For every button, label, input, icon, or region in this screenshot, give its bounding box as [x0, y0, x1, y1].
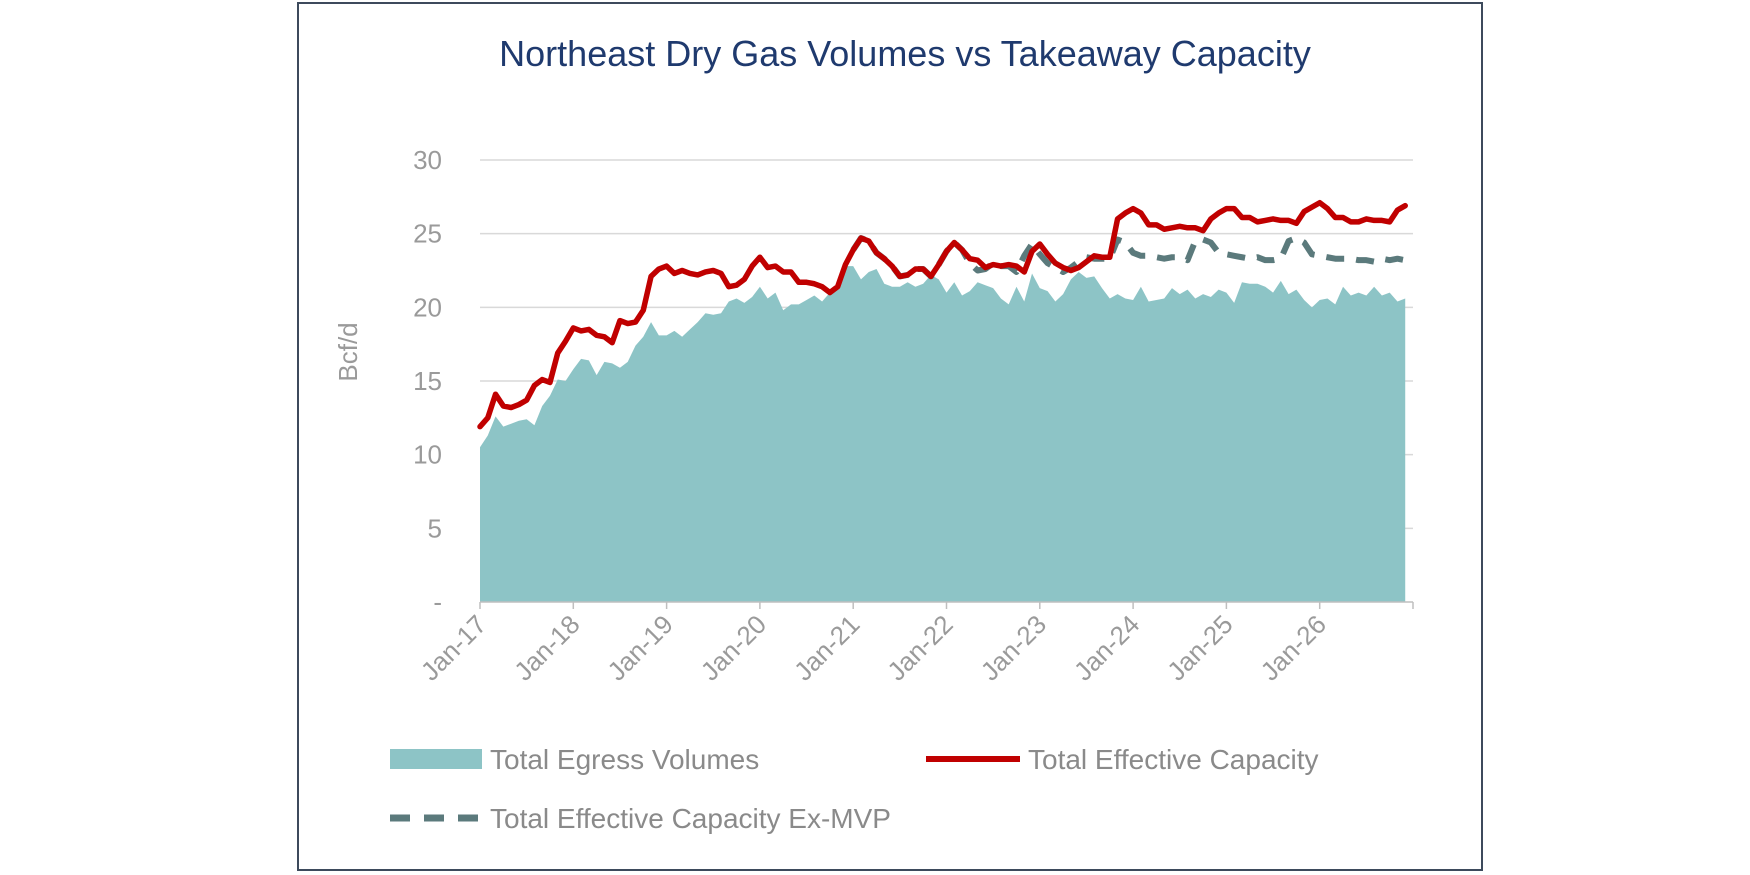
plot-area [477, 199, 1408, 602]
y-tick-label: 30 [413, 145, 442, 175]
x-axis: Jan-17 Jan-18 Jan-19 Jan-20 Jan-21 Jan-22 Jan-… [415, 601, 1414, 686]
x-tick-label: Jan-22 [881, 609, 958, 686]
x-tick-label: Jan-18 [508, 609, 585, 686]
legend-label-volumes: Total Egress Volumes [490, 744, 759, 775]
y-tick-label: 25 [413, 219, 442, 249]
legend-label-ex-mvp: Total Effective Capacity Ex-MVP [490, 803, 891, 834]
legend-label-capacity: Total Effective Capacity [1028, 744, 1319, 775]
legend-swatch-volumes [390, 749, 482, 769]
x-tick-label: Jan-25 [1161, 609, 1238, 686]
y-tick-label: - [433, 587, 442, 617]
y-axis-ticks: - 5 10 15 20 25 30 [413, 145, 442, 617]
series-area-total-egress-volumes [480, 266, 1406, 602]
y-tick-label: 10 [413, 440, 442, 470]
x-tick-label: Jan-17 [415, 609, 492, 686]
x-tick-label: Jan-21 [788, 609, 865, 686]
x-tick-label: Jan-20 [695, 609, 772, 686]
x-tick-label: Jan-26 [1255, 609, 1332, 686]
chart-title: Northeast Dry Gas Volumes vs Takeaway Ca… [499, 33, 1311, 74]
y-tick-label: 5 [428, 513, 442, 543]
y-tick-label: 15 [413, 366, 442, 396]
y-axis-label: Bcf/d [333, 322, 363, 381]
legend: Total Egress Volumes Total Effective Cap… [390, 744, 1319, 834]
y-tick-label: 20 [413, 292, 442, 322]
x-tick-label: Jan-24 [1068, 609, 1145, 686]
x-tick-label: Jan-23 [975, 609, 1052, 686]
x-tick-label: Jan-19 [601, 609, 678, 686]
series-line-total-effective-capacity [477, 199, 1408, 430]
